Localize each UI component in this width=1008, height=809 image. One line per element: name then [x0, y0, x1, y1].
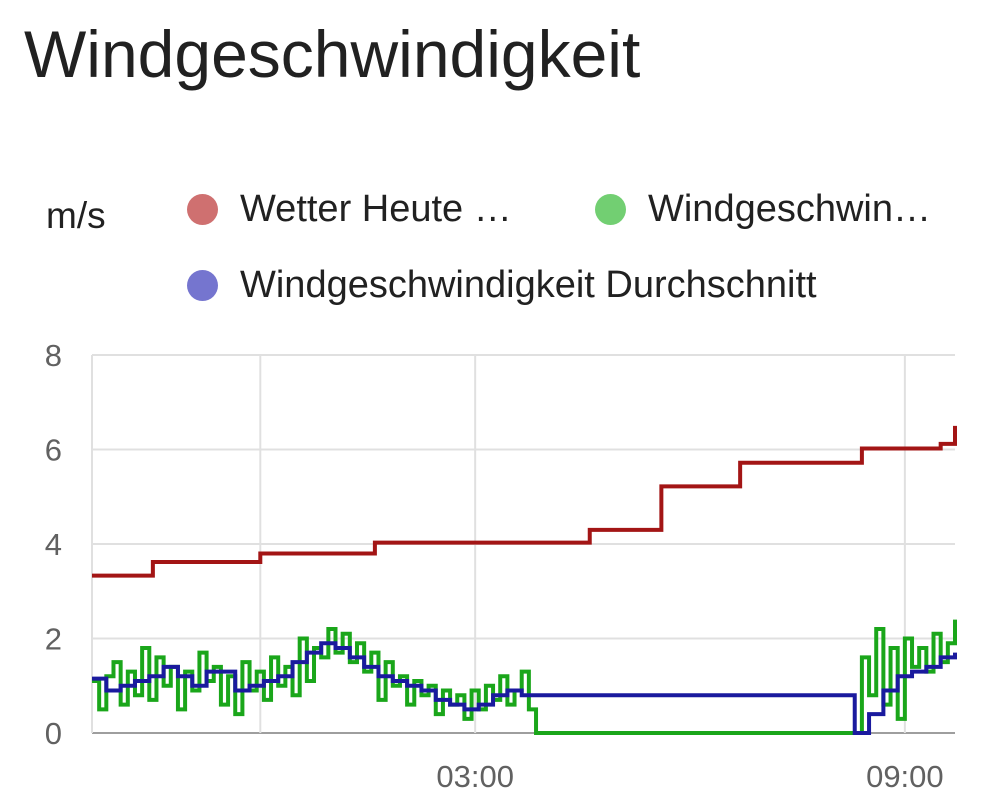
legend-label: Wetter Heute … — [240, 188, 512, 230]
legend-label: Windgeschwindigkeit Durchschnitt — [240, 264, 817, 306]
legend-label: Windgeschwin… — [648, 188, 931, 230]
series-line-1 — [92, 619, 957, 735]
legend-dot-icon — [187, 270, 218, 301]
y-tick-label: 2 — [45, 622, 62, 657]
x-tick-label: 03:00 — [436, 759, 514, 794]
series-line-2 — [92, 641, 957, 735]
legend-dot-icon — [187, 194, 218, 225]
y-axis-unit-label: m/s — [46, 195, 106, 236]
series-line-0 — [92, 425, 957, 578]
y-tick-label: 8 — [45, 338, 62, 373]
y-tick-label: 4 — [45, 527, 62, 562]
y-tick-label: 6 — [45, 433, 62, 468]
legend-item-windgeschwindigkeit[interactable]: Windgeschwin… — [595, 188, 931, 231]
legend-item-wetter-heute[interactable]: Wetter Heute … — [187, 188, 512, 231]
legend-dot-icon — [595, 194, 626, 225]
x-tick-label: 09:00 — [866, 759, 944, 794]
card-title: Windgeschwindigkeit — [24, 17, 641, 91]
legend-item-durchschnitt[interactable]: Windgeschwindigkeit Durchschnitt — [187, 264, 817, 307]
y-tick-label: 0 — [45, 716, 62, 751]
